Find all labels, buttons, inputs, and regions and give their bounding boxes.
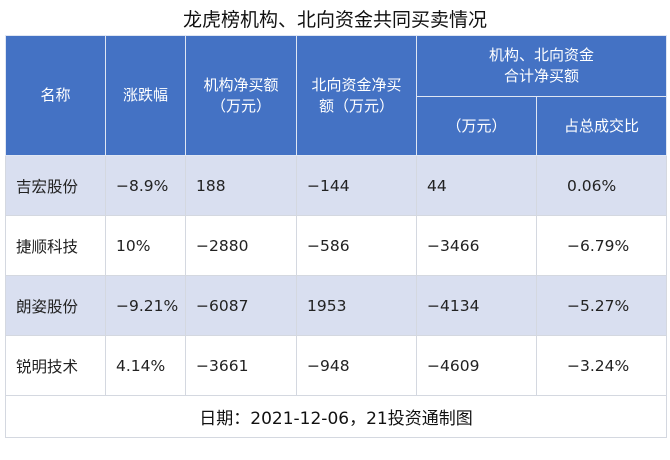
cell-change: −9.21% [105, 275, 186, 336]
cell-total: −3466 [416, 215, 537, 276]
header-change: 涨跌幅 [105, 35, 186, 156]
cell-inst: −3661 [185, 335, 297, 396]
header-north-net-buy: 北向资金净买 额（万元） [296, 35, 417, 156]
header-combined-amount: （万元） [416, 96, 537, 156]
cell-inst: −2880 [185, 215, 297, 276]
header-inst-line1: 机构净买额 [203, 75, 279, 94]
table-row: 锐明技术 4.14% −3661 −948 −4609 −3.24% [5, 335, 668, 396]
cell-north: −586 [296, 215, 417, 276]
cell-ratio: −6.79% [535, 215, 668, 276]
header-north-line1: 北向资金净买 [311, 75, 402, 94]
table-row: 吉宏股份 −8.9% 188 −144 44 0.06% [5, 155, 668, 216]
cell-name: 捷顺科技 [5, 215, 106, 276]
header-combined-line1: 机构、北向资金 [489, 46, 595, 64]
header-combined-ratio: 占总成交比 [535, 96, 668, 156]
table-row: 捷顺科技 10% −2880 −586 −3466 −6.79% [5, 215, 668, 276]
table-row: 朗姿股份 −9.21% −6087 1953 −4134 −5.27% [5, 275, 668, 336]
cell-total: −4609 [416, 335, 537, 396]
footer-note: 日期：2021-12-06，21投资通制图 [4, 395, 668, 438]
cell-change: −8.9% [105, 155, 186, 216]
data-table: 名称 涨跌幅 机构净买额 （万元） 北向资金净买 额（万元） 机构、北向资金 合… [4, 35, 668, 438]
cell-change: 4.14% [105, 335, 186, 396]
cell-north: −144 [296, 155, 417, 216]
cell-ratio: −5.27% [535, 275, 668, 336]
table-title: 龙虎榜机构、北向资金共同买卖情况 [182, 9, 487, 31]
cell-ratio: 0.06% [535, 155, 668, 216]
cell-ratio: −3.24% [535, 335, 668, 396]
cell-inst: −6087 [185, 275, 297, 336]
header-combined-line2: 合计净买额 [504, 67, 580, 85]
header-inst-line2: （万元） [210, 96, 271, 115]
header-inst-net-buy: 机构净买额 （万元） [185, 35, 297, 156]
cell-name: 朗姿股份 [5, 275, 106, 336]
cell-name: 吉宏股份 [5, 155, 106, 216]
cell-inst: 188 [185, 155, 297, 216]
cell-total: −4134 [416, 275, 537, 336]
cell-north: −948 [296, 335, 417, 396]
cell-total: 44 [416, 155, 537, 216]
header-name: 名称 [5, 35, 106, 156]
cell-north: 1953 [296, 275, 417, 336]
cell-name: 锐明技术 [5, 335, 106, 396]
header-north-line2: 额（万元） [318, 96, 394, 115]
cell-change: 10% [105, 215, 186, 276]
header-combined: 机构、北向资金 合计净买额 [415, 35, 668, 97]
